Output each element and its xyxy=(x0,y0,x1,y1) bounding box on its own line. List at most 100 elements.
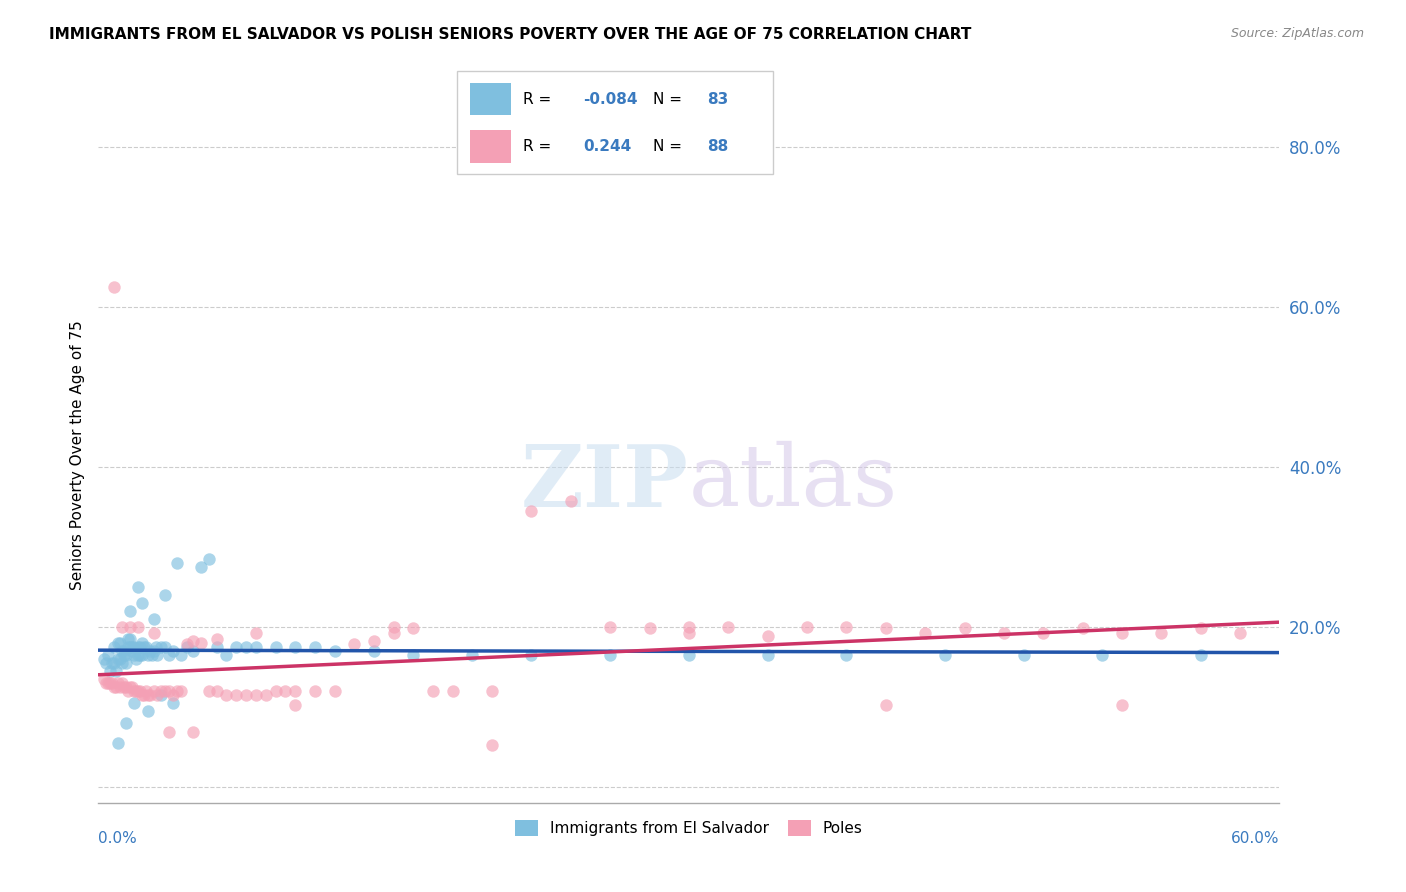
Point xyxy=(225,640,247,654)
Point xyxy=(122,640,145,654)
Point xyxy=(142,683,165,698)
Point xyxy=(162,644,184,658)
Point xyxy=(1032,626,1054,640)
Point xyxy=(103,680,125,694)
Point xyxy=(112,644,135,658)
Point xyxy=(520,504,543,518)
Point xyxy=(756,630,779,644)
Point xyxy=(481,683,503,698)
Point xyxy=(157,683,180,698)
Point xyxy=(103,640,125,654)
Point xyxy=(111,620,134,634)
Point xyxy=(136,688,159,702)
Point xyxy=(284,698,307,713)
Point xyxy=(835,620,858,634)
Point xyxy=(235,688,257,702)
Text: R =: R = xyxy=(523,139,561,153)
Point xyxy=(138,644,160,658)
Text: ZIP: ZIP xyxy=(522,441,689,524)
Point xyxy=(323,644,346,658)
Point xyxy=(170,648,193,662)
Point xyxy=(993,626,1015,640)
Point xyxy=(382,620,405,634)
Text: 60.0%: 60.0% xyxy=(1232,830,1279,846)
Point xyxy=(107,652,129,666)
Point xyxy=(1071,622,1094,636)
Point xyxy=(875,622,897,636)
Point xyxy=(93,672,115,686)
Point xyxy=(181,644,204,658)
Point xyxy=(382,626,405,640)
Point xyxy=(118,632,141,646)
Point xyxy=(117,632,139,646)
Point xyxy=(115,715,138,730)
Text: 0.0%: 0.0% xyxy=(98,830,138,846)
Point xyxy=(197,552,219,566)
Point xyxy=(136,648,159,662)
Point xyxy=(121,640,143,654)
Point xyxy=(142,626,165,640)
Point xyxy=(128,648,150,662)
Point xyxy=(1012,648,1035,662)
Point xyxy=(132,688,155,702)
Point xyxy=(934,648,956,662)
Point xyxy=(117,683,139,698)
Point xyxy=(197,683,219,698)
Point xyxy=(101,656,124,670)
Point xyxy=(481,738,503,752)
Point xyxy=(138,688,160,702)
Point xyxy=(155,683,177,698)
Point xyxy=(127,683,149,698)
Point xyxy=(107,636,129,650)
Point xyxy=(264,683,287,698)
Point xyxy=(835,648,858,662)
Point xyxy=(115,656,138,670)
Point xyxy=(190,636,212,650)
Point xyxy=(101,676,124,690)
Point xyxy=(115,648,138,662)
Point xyxy=(142,644,165,658)
Point xyxy=(1111,698,1133,713)
Point xyxy=(135,640,157,654)
Point xyxy=(131,688,153,702)
Point xyxy=(103,280,125,294)
Point xyxy=(135,683,157,698)
Point xyxy=(599,620,621,634)
Point xyxy=(245,640,267,654)
Point xyxy=(245,688,267,702)
Point xyxy=(914,626,936,640)
Point xyxy=(131,648,153,662)
Point xyxy=(599,648,621,662)
Point xyxy=(304,683,326,698)
Point xyxy=(190,560,212,574)
Point xyxy=(122,648,145,662)
Point xyxy=(875,698,897,713)
Text: 88: 88 xyxy=(707,139,728,153)
Point xyxy=(678,620,700,634)
Point xyxy=(93,652,115,666)
Point xyxy=(111,644,134,658)
Text: R =: R = xyxy=(523,92,557,106)
Text: 83: 83 xyxy=(707,92,728,106)
Point xyxy=(162,696,184,710)
Point xyxy=(145,640,167,654)
Point xyxy=(1091,648,1114,662)
Point xyxy=(638,622,661,636)
Point xyxy=(756,648,779,662)
Point xyxy=(127,620,149,634)
Point xyxy=(115,680,138,694)
Point xyxy=(678,626,700,640)
Point xyxy=(205,640,228,654)
Point xyxy=(112,648,135,662)
Legend: Immigrants from El Salvador, Poles: Immigrants from El Salvador, Poles xyxy=(508,813,870,844)
Point xyxy=(215,688,238,702)
Point xyxy=(254,688,277,702)
Point xyxy=(105,664,128,678)
Point xyxy=(96,676,118,690)
Point xyxy=(402,622,425,636)
Point xyxy=(176,637,198,651)
Point xyxy=(98,676,121,690)
Point xyxy=(205,632,228,646)
Point xyxy=(97,648,120,662)
Point xyxy=(128,640,150,654)
